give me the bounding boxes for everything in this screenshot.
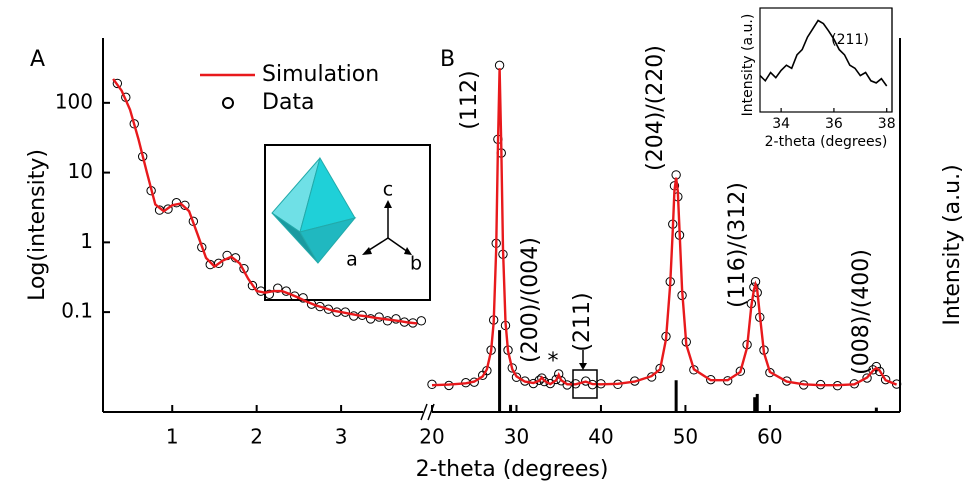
- data-point: [507, 363, 517, 373]
- x-axis-label: 2-theta (degrees): [765, 134, 888, 150]
- crystal-inset: c a b: [264, 144, 431, 301]
- y-tick-label: 10: [68, 159, 93, 183]
- arrow-head: [404, 247, 412, 255]
- x-tick-label: 38: [878, 116, 896, 132]
- series-line: [431, 68, 898, 387]
- y-axis-label: Intensity (a.u.): [940, 164, 965, 325]
- x-tick-label: 1: [166, 425, 179, 449]
- data-point: [880, 374, 891, 385]
- data-point: [247, 280, 258, 291]
- peak-label: (116)/(312): [725, 182, 750, 308]
- series-line: [759, 19, 888, 87]
- peak-label: (112): [457, 70, 482, 129]
- annotation: (211): [831, 32, 869, 48]
- arrow-head: [362, 247, 372, 255]
- crystal-axis-label: c: [383, 179, 393, 201]
- peak-label: (008)/(400): [849, 249, 874, 375]
- axis-break: [420, 403, 428, 421]
- data-point: [528, 378, 539, 389]
- peak-label: (204)/(220): [643, 45, 668, 171]
- x-tick-label: 30: [504, 425, 529, 449]
- reference-stick: [498, 330, 502, 412]
- y-axis-label: Log(intensity): [25, 149, 50, 301]
- highlight-box: [572, 369, 598, 399]
- x-tick-label: 20: [419, 425, 444, 449]
- plot-area: [112, 78, 427, 328]
- arrow-head: [384, 200, 392, 208]
- data-point: [180, 200, 190, 210]
- x-axis-label: 2-theta (degrees): [416, 457, 609, 482]
- x-tick-label: 3: [335, 425, 348, 449]
- data-point: [735, 366, 746, 376]
- legend-swatch: [222, 97, 234, 109]
- x-tick-label: 60: [757, 425, 782, 449]
- peak-label: *: [548, 349, 559, 374]
- x-tick-label: 2: [250, 425, 263, 449]
- axis-break: [427, 403, 435, 421]
- data-point: [554, 369, 564, 379]
- series-line: [112, 78, 418, 325]
- plot-frame: [759, 7, 893, 113]
- y-axis-label: Intensity (a.u.): [740, 14, 756, 117]
- reference-stick: [753, 397, 757, 412]
- data-point: [871, 361, 882, 372]
- plot-area: [759, 19, 888, 87]
- crystal-axis-label: a: [346, 249, 358, 271]
- panel-letter: A: [30, 47, 45, 72]
- y-tick-label: 100: [55, 89, 93, 113]
- reference-stick: [674, 380, 678, 412]
- panel-letter: B: [440, 47, 455, 72]
- peak-label: (200)/(004): [518, 237, 543, 363]
- reference-stick: [509, 404, 513, 412]
- peak-label: (211): [570, 292, 595, 351]
- x-tick-label: 36: [825, 116, 843, 132]
- data-point: [273, 283, 283, 293]
- x-tick-label: 50: [673, 425, 698, 449]
- data-point: [875, 366, 885, 377]
- data-point: [416, 316, 427, 326]
- x-tick-label: 40: [588, 425, 613, 449]
- data-point: [323, 304, 334, 314]
- data-point: [163, 204, 173, 214]
- data-point: [264, 289, 275, 300]
- arrow-head: [579, 363, 587, 370]
- data-point: [520, 376, 530, 386]
- y-tick-label: 0.1: [61, 299, 93, 323]
- axis-arrow: [387, 237, 409, 253]
- reference-stick: [755, 393, 759, 412]
- legend-label: Data: [262, 90, 315, 115]
- data-point: [511, 372, 522, 382]
- y-tick-label: 1: [80, 229, 93, 253]
- data-point: [862, 373, 872, 383]
- crystal-axis-label: b: [410, 253, 422, 275]
- legend-label: Simulation: [262, 62, 379, 87]
- x-tick-label: 34: [772, 116, 790, 132]
- face: [299, 217, 357, 264]
- reference-stick: [874, 407, 878, 412]
- data-point: [112, 78, 123, 89]
- data-point: [213, 258, 224, 269]
